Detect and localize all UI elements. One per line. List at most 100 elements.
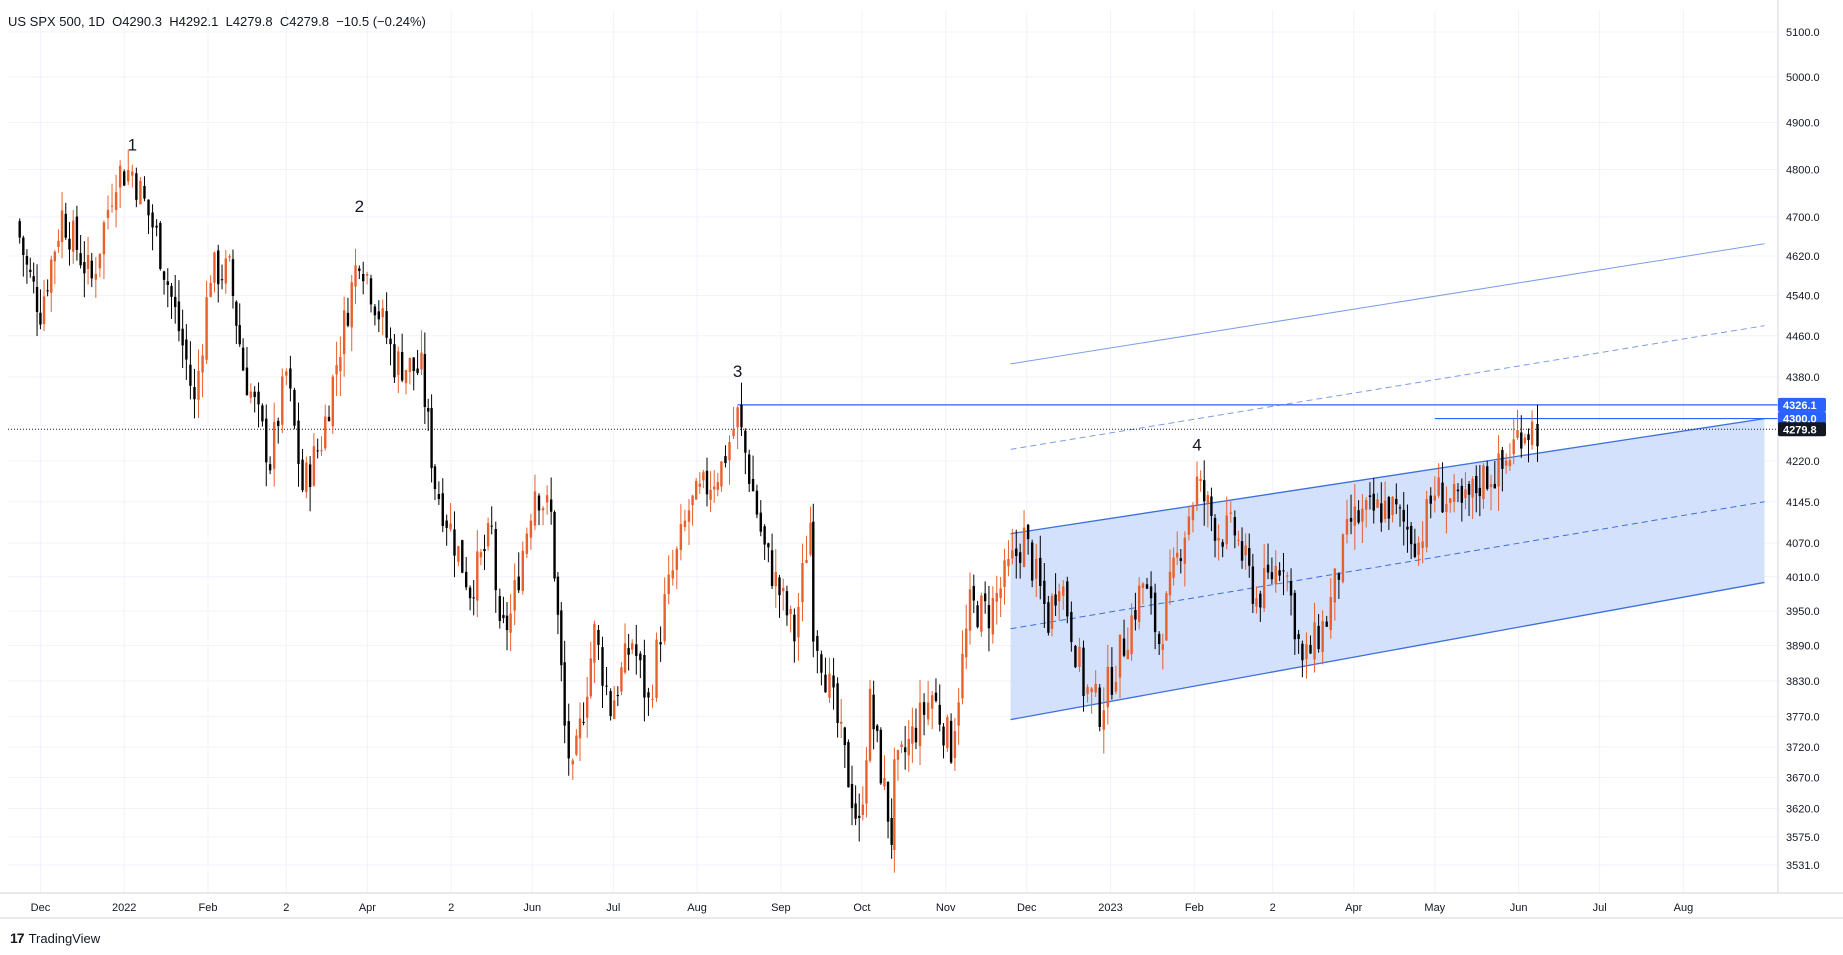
candle-body: [850, 783, 854, 809]
candle-body: [567, 721, 570, 759]
candle-body: [1493, 483, 1496, 489]
time-axis-label: Jun: [1510, 902, 1528, 914]
candle-body: [327, 416, 331, 422]
candle-body: [840, 721, 843, 724]
candle-body: [293, 389, 296, 426]
price-label-bg: [1778, 411, 1826, 426]
brand-watermark[interactable]: 17 TradingView: [10, 930, 100, 946]
candle-body: [1240, 541, 1244, 561]
candle-body: [1237, 539, 1240, 541]
candle-body: [498, 596, 502, 621]
candle-body: [709, 489, 712, 500]
candle-body: [620, 667, 623, 692]
candle-body: [228, 256, 231, 258]
candle-body: [170, 285, 173, 297]
candle-body: [385, 311, 388, 338]
candle-body: [812, 521, 815, 642]
candle-body: [1062, 586, 1065, 596]
candle-body: [918, 702, 922, 747]
candle-body: [655, 639, 658, 698]
candle-body: [377, 311, 381, 320]
candle-body: [430, 408, 433, 468]
time-axis-label: Feb: [198, 902, 217, 914]
candle-body: [241, 347, 245, 371]
candle-body: [449, 523, 452, 530]
candle-body: [245, 367, 249, 396]
candle-body: [420, 352, 423, 370]
candle-body: [301, 459, 304, 491]
price-axis-tick: 3531.0: [1786, 860, 1820, 872]
candle-body: [980, 595, 983, 632]
candle-body: [335, 365, 338, 375]
candle-body: [400, 351, 404, 381]
candle-body: [597, 629, 600, 645]
candle-body: [441, 493, 444, 527]
candle-body: [1022, 527, 1026, 567]
candle-body: [1478, 487, 1482, 497]
wave-label-4: 4: [1192, 435, 1201, 454]
price-axis-tick: 4145.0: [1786, 497, 1820, 509]
candle-body: [836, 683, 839, 723]
candle-body: [265, 418, 268, 463]
candle-body: [181, 328, 184, 346]
candle-body: [22, 237, 25, 256]
candle-body: [369, 278, 373, 305]
candle-body: [747, 454, 751, 484]
candle-body: [529, 520, 533, 538]
price-axis-tick: 5000.0: [1786, 72, 1820, 84]
candle-body: [1118, 634, 1122, 678]
candle-body: [824, 674, 827, 693]
candle-body: [404, 369, 408, 384]
candle-body: [502, 615, 505, 619]
candle-body: [868, 688, 872, 761]
candle-body: [1536, 423, 1539, 447]
candle-body: [763, 526, 766, 545]
time-axis-label: 2: [283, 902, 289, 914]
candle-body: [1007, 558, 1010, 567]
candle-body: [647, 692, 650, 698]
candle-body: [1504, 460, 1508, 466]
candle-body: [122, 171, 126, 186]
candle-body: [102, 222, 106, 255]
candle-body: [774, 572, 777, 587]
candle-body: [1086, 687, 1089, 694]
price-axis-tick: 4460.0: [1786, 331, 1820, 343]
candle-body: [1486, 466, 1489, 489]
time-axis-label: 2: [1270, 902, 1276, 914]
candle-body: [1141, 583, 1145, 589]
candle-body: [627, 648, 630, 655]
candle-body: [571, 760, 574, 765]
candle-body: [1255, 598, 1258, 607]
candle-body: [1286, 575, 1289, 577]
candle-body: [289, 368, 292, 389]
candle-body: [135, 173, 138, 200]
candle-body: [83, 262, 86, 274]
candle-body: [789, 608, 792, 615]
candle-body: [1161, 644, 1164, 650]
candle-body: [346, 312, 350, 326]
candle-body: [297, 420, 300, 464]
candle-body: [1305, 644, 1308, 660]
candle-body: [1266, 564, 1270, 573]
candle-body: [143, 185, 146, 199]
candle-body: [1429, 495, 1432, 504]
price-axis-tick: 3720.0: [1786, 742, 1820, 754]
candle-body: [911, 726, 914, 744]
candle-body: [213, 252, 216, 283]
candle-body: [1145, 584, 1149, 589]
candle-body: [876, 725, 879, 731]
price-axis-tick: 4620.0: [1786, 251, 1820, 263]
candle-body: [987, 605, 991, 629]
candle-body: [1221, 542, 1224, 547]
candle-body: [879, 729, 883, 784]
candle-body: [1054, 594, 1057, 606]
candle-body: [53, 251, 57, 262]
wave-label-2: 2: [355, 197, 364, 216]
candle-body: [86, 254, 90, 269]
open-value: O4290.3: [112, 14, 162, 29]
candle-body: [922, 702, 926, 715]
candle-body: [744, 430, 747, 453]
candle-body: [1398, 507, 1402, 509]
candle-body: [914, 727, 918, 743]
